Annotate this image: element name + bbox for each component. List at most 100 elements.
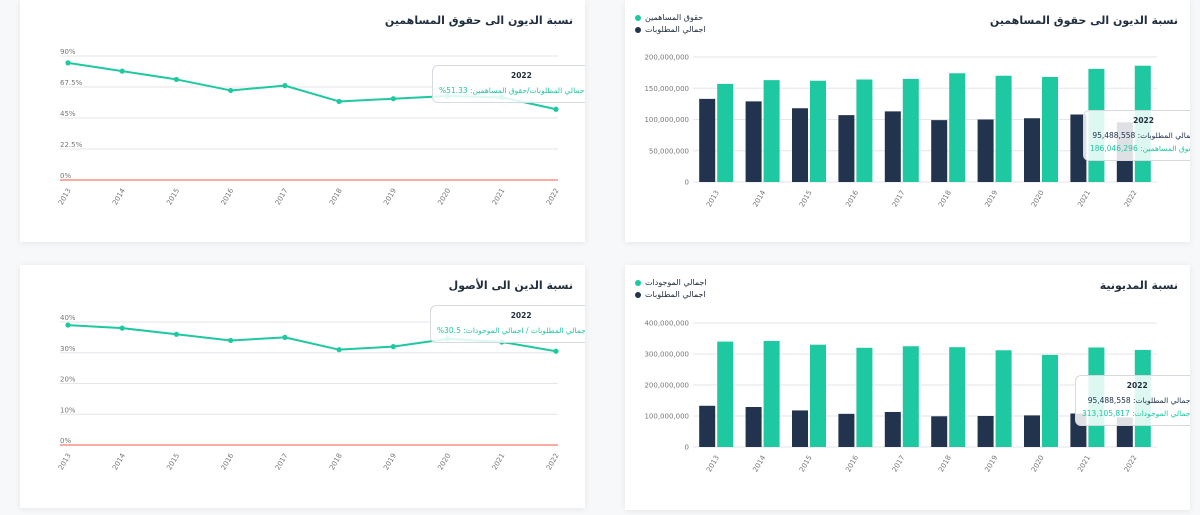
legend-item-liabilities[interactable]: اجمالي المطلوبات [635,24,706,36]
x-tick-label: 2013 [57,187,73,206]
card-title: نسبة الدين الى الأصول [448,279,573,292]
bar-liabilities [931,120,948,182]
legend-label: اجمالي الموجودات [645,278,707,287]
chart-tooltip: 2022 اجمالي المطلوبات: 95,488,558 حقوق ا… [1083,110,1190,161]
data-point [282,83,288,89]
x-tick-label: 2019 [382,187,398,206]
bar-liabilities [699,98,716,182]
x-tick-label: 2018 [328,452,344,471]
data-point [390,96,396,102]
bar-liabilities [745,101,762,182]
x-tick-label: 2017 [274,452,290,471]
tooltip-year: 2022 [1126,381,1148,390]
x-tick-label: 2022 [1123,189,1139,208]
legend-item-assets[interactable]: اجمالي الموجودات [635,277,707,289]
bar-assets [717,341,734,447]
tooltip-liabilities: اجمالي المطلوبات: 95,488,558 [1087,396,1190,405]
legend-dot-icon [635,292,641,298]
x-tick-label: 2013 [705,454,721,473]
bar-assets [856,347,873,447]
bar-liabilities [838,115,855,182]
legend-item-equity[interactable]: حقوق المساهمين [635,12,706,24]
data-point [228,87,234,94]
y-tick-label: 10% [60,406,76,414]
bar-liabilities [1024,118,1040,182]
x-tick-label: 2018 [937,189,953,208]
tooltip-year: 2022 [511,71,532,80]
bar-assets [810,344,826,447]
data-point [119,325,125,331]
data-point [173,331,180,337]
chart-legend: اجمالي الموجودات اجمالي المطلوبات [635,277,707,301]
chart-tooltip: 2022 نسبة اجمالي المطلوبات / اجمالي المو… [430,305,585,343]
chart-tooltip: 2022 اجمالي المطلوبات: 95,488,558 اجمالي… [1075,375,1190,426]
debt-equity-line-chart: 0% 22.5% 45% 67.5% 90% 2013 2014 2015 2016 2017 20… [57,48,561,207]
bar-equity [1042,77,1058,182]
x-tick-label: 2016 [220,187,236,207]
y-tick-label: 45% [60,110,76,118]
x-tick-label: 2015 [798,189,814,208]
debt-assets-line-card: نسبة الدين الى الأصول 0% 10% 20% 30% 40% 2013… [20,265,585,508]
tooltip-year: 2022 [1133,116,1154,125]
bar-equity [763,80,780,182]
y-tick-label: 100,000,000 [644,413,689,421]
legend-item-liabilities[interactable]: اجمالي المطلوبات [635,289,707,301]
x-tick-label: 2021 [491,187,507,206]
legend-label: اجمالي المطلوبات [645,25,706,34]
bar-liabilities [1024,415,1040,447]
y-tick-label: 150,000,000 [644,85,689,93]
data-point [173,76,180,83]
card-title: نسبة المديونية [1099,279,1178,292]
bar-liabilities [884,111,901,182]
x-tick-label: 2017 [891,454,907,473]
data-point [65,60,71,66]
bar-equity [902,78,919,182]
tooltip-liabilities: اجمالي المطلوبات: 95,488,558 [1092,131,1190,140]
y-tick-label: 0% [60,437,71,445]
x-tick-label: 2020 [436,452,452,471]
x-tick-label: 2018 [937,454,953,473]
debt-equity-bar-card: حقوق المساهمين اجمالي المطلوبات نسبة الد… [625,0,1190,242]
legend-label: حقوق المساهمين [645,13,704,22]
chart-tooltip: 2022 نسبة اجمالي المطلوبات/حقوق المساهمي… [432,65,585,103]
bar-liabilities [1070,114,1087,182]
data-point [336,347,342,353]
y-tick-label: 90% [60,48,76,56]
x-tick-label: 2015 [798,454,814,473]
chart-legend: حقوق المساهمين اجمالي المطلوبات [635,12,706,36]
x-tick-label: 2017 [891,189,907,208]
x-tick-label: 2021 [1076,189,1092,208]
y-tick-label: 40% [60,314,76,322]
tooltip-assets: اجمالي الموجودات: 313,105,817 [1082,409,1190,418]
x-tick-label: 2019 [983,454,999,473]
bar-liabilities [977,119,994,182]
x-tick-label: 2016 [844,189,860,209]
bar-liabilities [931,416,948,447]
bar-equity [949,73,966,182]
bar-equity [856,79,873,182]
x-tick-label: 2015 [165,452,181,471]
y-tick-label: 200,000,000 [644,382,689,390]
bar-liabilities [838,413,855,447]
legend-label: اجمالي المطلوبات [645,290,706,299]
y-tick-label: 20% [60,376,76,384]
y-tick-label: 200,000,000 [644,54,689,62]
bar-liabilities [792,410,808,447]
y-tick-label: 0 [685,179,689,187]
debt-assets-line-chart: 0% 10% 20% 30% 40% 2013 2014 2015 2016 2017 2018 20… [57,314,561,472]
bar-equity [995,75,1012,182]
x-tick-label: 2014 [751,454,767,474]
data-point [65,322,71,328]
x-tick-label: 2021 [1076,454,1092,473]
bar-liabilities [884,411,901,447]
x-tick-label: 2019 [382,452,398,471]
data-point [553,348,559,354]
x-tick-label: 2014 [111,452,127,472]
tooltip-ratio: نسبة اجمالي المطلوبات / اجمالي الموجودات… [437,326,585,335]
tooltip-equity: حقوق المساهمين: 186,046,296 [1090,144,1190,153]
bar-assets [1042,354,1058,447]
x-tick-label: 2020 [1030,454,1046,473]
x-tick-label: 2015 [165,187,181,206]
y-tick-label: 22.5% [60,141,83,149]
data-point [282,334,288,340]
